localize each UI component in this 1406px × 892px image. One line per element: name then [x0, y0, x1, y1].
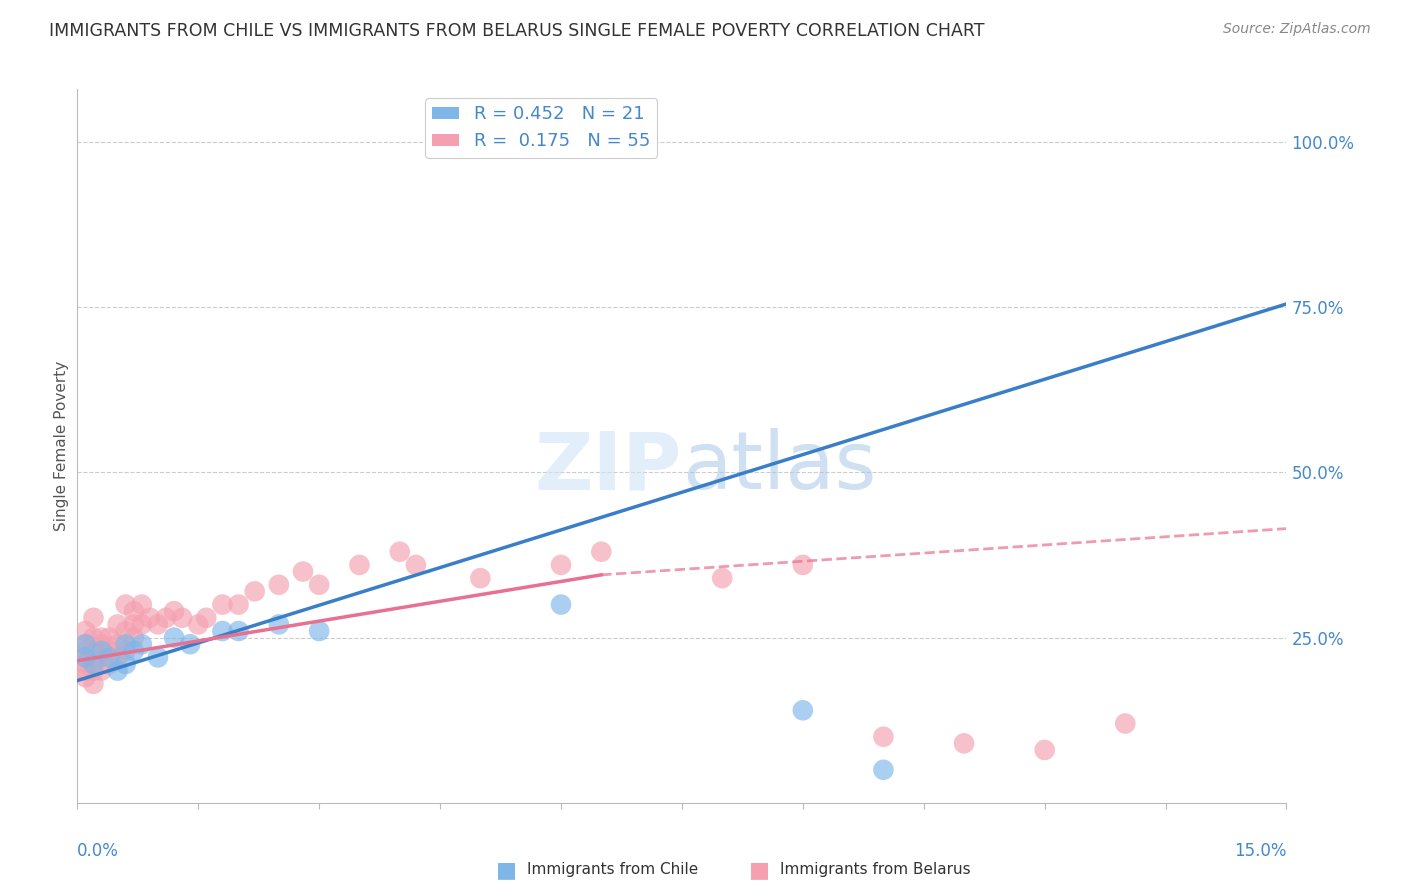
Point — [107, 617, 129, 632]
Point — [75, 650, 97, 665]
Point — [114, 644, 136, 658]
Point — [550, 598, 572, 612]
Point — [1033, 743, 1056, 757]
Point — [792, 703, 814, 717]
Point — [211, 598, 233, 612]
Point — [98, 657, 121, 671]
Point — [405, 558, 427, 572]
Point — [107, 637, 129, 651]
Legend: R = 0.452   N = 21, R =  0.175   N = 55: R = 0.452 N = 21, R = 0.175 N = 55 — [425, 98, 657, 158]
Point — [114, 657, 136, 671]
Point — [114, 637, 136, 651]
Text: IMMIGRANTS FROM CHILE VS IMMIGRANTS FROM BELARUS SINGLE FEMALE POVERTY CORRELATI: IMMIGRANTS FROM CHILE VS IMMIGRANTS FROM… — [49, 22, 984, 40]
Point — [349, 558, 371, 572]
Point — [872, 763, 894, 777]
Point — [75, 650, 97, 665]
Point — [591, 545, 613, 559]
Y-axis label: Single Female Poverty: Single Female Poverty — [53, 361, 69, 531]
Point — [711, 571, 734, 585]
Point — [122, 604, 145, 618]
Point — [187, 617, 209, 632]
Point — [75, 664, 97, 678]
Point — [163, 631, 186, 645]
Point — [90, 644, 112, 658]
Point — [550, 558, 572, 572]
Point — [82, 664, 104, 678]
Point — [107, 664, 129, 678]
Point — [308, 578, 330, 592]
Text: 0.0%: 0.0% — [77, 842, 120, 860]
Point — [114, 598, 136, 612]
Text: Source: ZipAtlas.com: Source: ZipAtlas.com — [1223, 22, 1371, 37]
Point — [470, 571, 492, 585]
Point — [90, 650, 112, 665]
Point — [146, 650, 169, 665]
Point — [75, 637, 97, 651]
Point — [872, 730, 894, 744]
Point — [82, 644, 104, 658]
Point — [98, 631, 121, 645]
Text: atlas: atlas — [682, 428, 876, 507]
Text: Immigrants from Belarus: Immigrants from Belarus — [780, 863, 972, 877]
Point — [82, 611, 104, 625]
Point — [75, 624, 97, 638]
Point — [90, 631, 112, 645]
Point — [122, 617, 145, 632]
Point — [179, 637, 201, 651]
Point — [98, 644, 121, 658]
Point — [90, 664, 112, 678]
Point — [75, 657, 97, 671]
Point — [82, 677, 104, 691]
Point — [1114, 716, 1136, 731]
Point — [172, 611, 194, 625]
Point — [308, 624, 330, 638]
Point — [82, 631, 104, 645]
Point — [267, 578, 290, 592]
Point — [75, 644, 97, 658]
Text: ■: ■ — [496, 860, 516, 880]
Point — [82, 657, 104, 671]
Point — [388, 545, 411, 559]
Point — [953, 736, 976, 750]
Point — [146, 617, 169, 632]
Point — [211, 624, 233, 638]
Point — [267, 617, 290, 632]
Point — [75, 637, 97, 651]
Point — [155, 611, 177, 625]
Point — [591, 135, 613, 149]
Point — [243, 584, 266, 599]
Point — [114, 624, 136, 638]
Point — [228, 598, 250, 612]
Point — [75, 670, 97, 684]
Point — [792, 558, 814, 572]
Point — [122, 644, 145, 658]
Point — [90, 637, 112, 651]
Point — [131, 598, 153, 612]
Text: ZIP: ZIP — [534, 428, 682, 507]
Text: ■: ■ — [749, 860, 769, 880]
Point — [228, 624, 250, 638]
Point — [195, 611, 218, 625]
Point — [139, 611, 162, 625]
Point — [131, 637, 153, 651]
Point — [122, 631, 145, 645]
Point — [98, 650, 121, 665]
Text: 15.0%: 15.0% — [1234, 842, 1286, 860]
Point — [163, 604, 186, 618]
Point — [292, 565, 315, 579]
Point — [131, 617, 153, 632]
Point — [107, 650, 129, 665]
Text: Immigrants from Chile: Immigrants from Chile — [527, 863, 699, 877]
